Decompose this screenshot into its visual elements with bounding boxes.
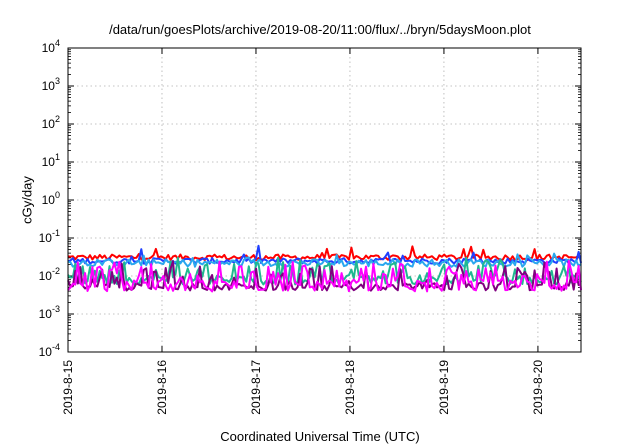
x-tick-label: 2019-8-17 xyxy=(249,360,263,415)
x-axis-label: Coordinated Universal Time (UTC) xyxy=(220,429,420,444)
y-tick-label: 103 xyxy=(42,76,60,93)
plot-frame xyxy=(67,47,582,353)
y-tick-label: 10-1 xyxy=(39,228,60,245)
y-tick-label: 104 xyxy=(42,38,60,55)
chart-title: /data/run/goesPlots/archive/2019-08-20/1… xyxy=(109,22,531,37)
series-line-3 xyxy=(67,252,582,268)
x-tick-label: 2019-8-15 xyxy=(61,360,75,415)
x-tick-label: 2019-8-20 xyxy=(531,360,545,415)
x-tick-label: 2019-8-16 xyxy=(155,360,169,415)
y-tick-label: 100 xyxy=(42,190,60,207)
y-tick-label: 102 xyxy=(42,114,60,131)
x-tick-label: 2019-8-19 xyxy=(437,360,451,415)
y-tick-label: 10-2 xyxy=(39,266,60,283)
y-tick-label: 10-3 xyxy=(39,304,60,321)
series-line-5 xyxy=(67,260,582,292)
y-tick-label: 10-4 xyxy=(39,342,60,359)
y-tick-label: 101 xyxy=(42,152,60,169)
series-line-1 xyxy=(67,245,582,262)
series-line-6 xyxy=(67,259,582,293)
x-tick-label: 2019-8-18 xyxy=(343,360,357,415)
